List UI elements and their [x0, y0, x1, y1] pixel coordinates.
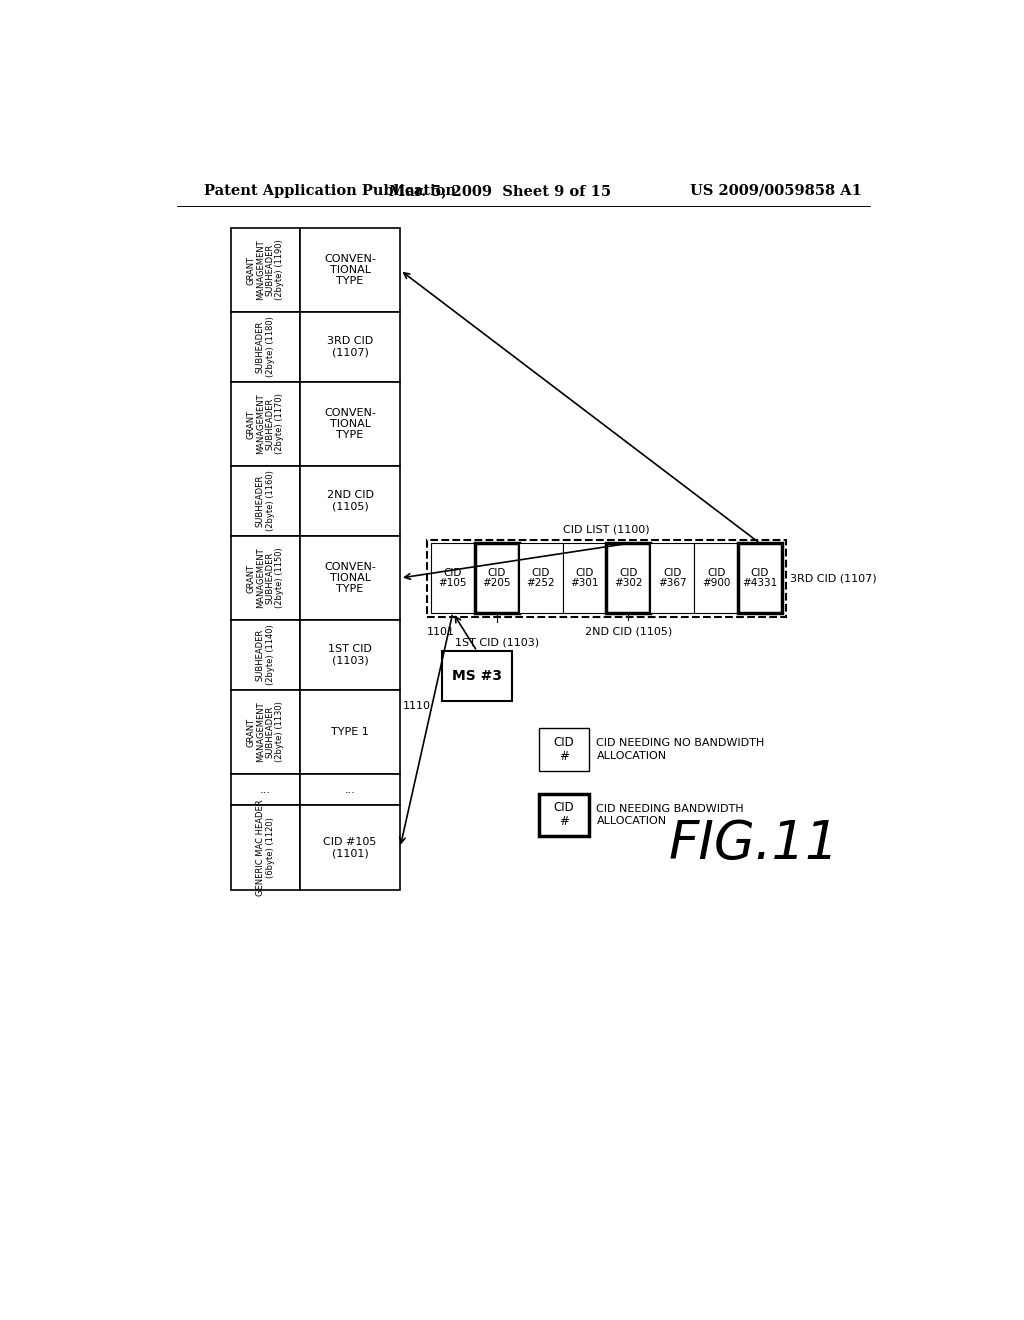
Bar [230, 689, 300, 775]
Text: MS #3: MS #3 [452, 669, 502, 684]
Text: 1ST CID
(1103): 1ST CID (1103) [328, 644, 372, 665]
Text: FIG.11: FIG.11 [669, 817, 840, 870]
Text: ...: ... [260, 785, 270, 795]
Text: CID NEEDING NO BANDWIDTH
ALLOCATION: CID NEEDING NO BANDWIDTH ALLOCATION [596, 738, 765, 760]
Text: TYPE 1: TYPE 1 [331, 727, 369, 737]
Bar [300, 775, 400, 805]
Bar [230, 227, 300, 313]
Text: GRANT
MANAGEMENT
SUBHEADER
(2byte) (1190): GRANT MANAGEMENT SUBHEADER (2byte) (1190… [246, 240, 285, 301]
Text: GRANT
MANAGEMENT
SUBHEADER
(2byte) (1150): GRANT MANAGEMENT SUBHEADER (2byte) (1150… [246, 548, 285, 609]
Text: 1ST CID (1103): 1ST CID (1103) [455, 638, 539, 647]
Text: CID
#: CID # [553, 735, 574, 763]
Bar [300, 689, 400, 775]
Bar [431, 544, 475, 612]
Bar [230, 466, 300, 536]
Bar [518, 544, 562, 612]
Bar [230, 620, 300, 689]
Bar [230, 805, 300, 890]
Bar [694, 544, 738, 612]
Text: 2ND CID (1105): 2ND CID (1105) [585, 627, 672, 636]
Text: GRANT
MANAGEMENT
SUBHEADER
(2byte) (1130): GRANT MANAGEMENT SUBHEADER (2byte) (1130… [246, 702, 285, 763]
Bar [300, 805, 400, 890]
Bar [300, 620, 400, 689]
Text: CONVEN-
TIONAL
TYPE: CONVEN- TIONAL TYPE [324, 562, 376, 594]
Bar [230, 775, 300, 805]
Bar [230, 313, 300, 381]
Bar [230, 381, 300, 466]
Text: 1110: 1110 [402, 701, 431, 711]
Text: 2ND CID
(1105): 2ND CID (1105) [327, 491, 374, 512]
Text: CID
#367: CID #367 [658, 568, 686, 589]
Text: CID
#105: CID #105 [438, 568, 467, 589]
Text: US 2009/0059858 A1: US 2009/0059858 A1 [690, 183, 862, 198]
Bar [650, 544, 694, 612]
Bar [230, 536, 300, 620]
Bar [475, 544, 518, 612]
Text: CID
#: CID # [553, 801, 574, 829]
Text: CID
#302: CID #302 [614, 568, 643, 589]
Bar [300, 381, 400, 466]
Text: CONVEN-
TIONAL
TYPE: CONVEN- TIONAL TYPE [324, 253, 376, 286]
Bar [562, 544, 606, 612]
Text: Patent Application Publication: Patent Application Publication [204, 183, 456, 198]
Text: CID
#205: CID #205 [482, 568, 511, 589]
Bar [300, 227, 400, 313]
Text: ...: ... [344, 785, 355, 795]
Text: CID
#301: CID #301 [570, 568, 599, 589]
Text: Mar. 5, 2009  Sheet 9 of 15: Mar. 5, 2009 Sheet 9 of 15 [389, 183, 611, 198]
Bar [539, 729, 589, 771]
Text: CID #105
(1101): CID #105 (1101) [324, 837, 377, 858]
Text: CONVEN-
TIONAL
TYPE: CONVEN- TIONAL TYPE [324, 408, 376, 441]
Text: CID
#4331: CID #4331 [742, 568, 777, 589]
Bar [442, 651, 512, 701]
Text: 1101: 1101 [427, 627, 455, 636]
Bar [606, 544, 650, 612]
Text: GRANT
MANAGEMENT
SUBHEADER
(2byte) (1170): GRANT MANAGEMENT SUBHEADER (2byte) (1170… [246, 393, 285, 454]
Text: CID
#252: CID #252 [526, 568, 555, 589]
Bar [738, 544, 782, 612]
Bar [300, 313, 400, 381]
Text: 3RD CID (1107): 3RD CID (1107) [790, 573, 877, 583]
Text: 3RD CID
(1107): 3RD CID (1107) [327, 337, 373, 358]
Text: SUBHEADER
(2byte) (1160): SUBHEADER (2byte) (1160) [256, 471, 274, 532]
Bar [539, 793, 589, 836]
Text: CID LIST (1100): CID LIST (1100) [563, 524, 650, 535]
Bar [427, 540, 785, 616]
Bar [300, 466, 400, 536]
Bar [300, 536, 400, 620]
Text: GENERIC MAC HEADER
(6byte) (1120): GENERIC MAC HEADER (6byte) (1120) [256, 799, 274, 896]
Text: SUBHEADER
(2byte) (1180): SUBHEADER (2byte) (1180) [256, 317, 274, 378]
Text: CID
#900: CID #900 [702, 568, 730, 589]
Text: CID NEEDING BANDWIDTH
ALLOCATION: CID NEEDING BANDWIDTH ALLOCATION [596, 804, 744, 826]
Text: SUBHEADER
(2byte) (1140): SUBHEADER (2byte) (1140) [256, 624, 274, 685]
